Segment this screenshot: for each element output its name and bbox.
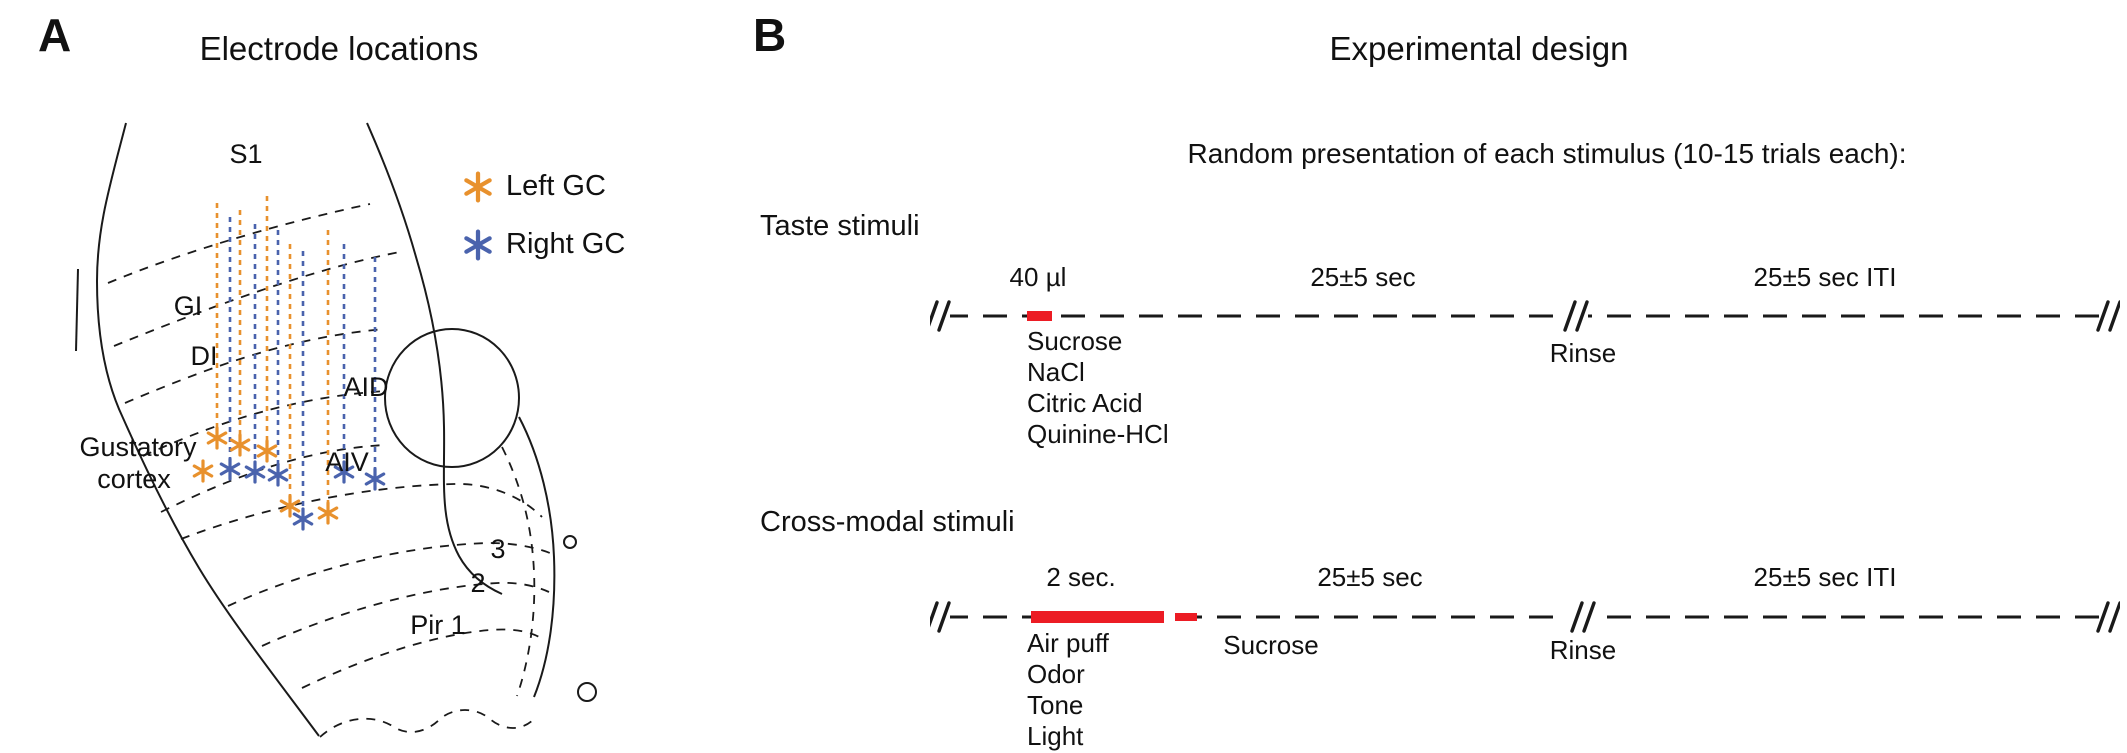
stimulus-item: NaCl xyxy=(1027,357,1085,387)
boundary-rhinal xyxy=(180,483,543,540)
crossmodal-timeline xyxy=(930,601,2120,633)
midline-segment xyxy=(75,268,79,352)
stimulus-item: Air puff xyxy=(1027,628,1109,658)
legend-left-gc: Left GC xyxy=(462,170,606,203)
left-gc-tip-asterisk-icons xyxy=(192,426,339,525)
crossmodal-stimuli-heading: Cross-modal stimuli xyxy=(760,506,1015,538)
crossmodal-duration-label: 2 sec. xyxy=(1046,562,1116,592)
panel-a-label: A xyxy=(38,9,72,61)
boundary-gi xyxy=(113,251,401,347)
crossmodal-rinse-label: Rinse xyxy=(1549,635,1617,665)
crossmodal-stimulus-bar xyxy=(1031,611,1164,623)
taste-iti-label: 25±5 sec ITI xyxy=(1753,262,1897,292)
taste-stimuli-heading: Taste stimuli xyxy=(760,210,920,242)
crossmodal-stimulus-list: Air puff Odor Tone Light xyxy=(1027,628,1109,752)
left-gc-electrode-tracks xyxy=(215,196,330,509)
striatum-outline xyxy=(384,328,520,468)
right-gc-electrode-tracks xyxy=(228,217,377,515)
timeline-break-icon xyxy=(930,300,951,332)
panel-b-title: Experimental design xyxy=(1329,30,1629,67)
brain-atlas-drawing: S1 GI DI AID AIV Gustatory cortex 3 2 Pi… xyxy=(75,122,597,738)
panel-b-subtitle: Random presentation of each stimulus (10… xyxy=(1187,138,1907,169)
stimulus-item: Sucrose xyxy=(1027,326,1123,356)
timeline-break-icon xyxy=(1570,601,1596,633)
crossmodal-sucrose-label: Sucrose xyxy=(1223,630,1319,660)
panel-a-title: Electrode locations xyxy=(199,30,479,67)
region-label-gi: GI xyxy=(174,291,203,321)
panel-b-label: B xyxy=(753,9,787,61)
region-label-aid: AID xyxy=(343,372,388,402)
stimulus-item: Quinine-HCl xyxy=(1027,419,1169,449)
small-circle-lower xyxy=(577,682,597,702)
legend-right-gc-label: Right GC xyxy=(506,228,626,260)
stimulus-item: Citric Acid xyxy=(1027,388,1143,418)
crossmodal-interval-label: 25±5 sec xyxy=(1317,562,1423,592)
legend-right-gc: Right GC xyxy=(462,228,625,261)
brain-right-contour xyxy=(366,122,503,595)
timeline-break-icon xyxy=(2096,601,2120,633)
stimulus-item: Light xyxy=(1027,721,1084,751)
boundary-pir3 xyxy=(227,542,558,607)
boundary-aid xyxy=(142,390,386,457)
region-label-di: DI xyxy=(191,341,218,371)
region-label-layer2: 2 xyxy=(470,568,485,598)
region-label-s1: S1 xyxy=(229,139,262,169)
boundary-pir2 xyxy=(261,581,550,647)
timeline-break-icon xyxy=(2096,300,2120,332)
region-label-layer3: 3 xyxy=(490,534,505,564)
boundary-di xyxy=(124,328,386,404)
stimulus-item: Tone xyxy=(1027,690,1084,720)
boundary-bottom-squiggle xyxy=(319,709,535,738)
crossmodal-iti-label: 25±5 sec ITI xyxy=(1753,562,1897,592)
region-label-pir1: Pir 1 xyxy=(410,610,466,640)
taste-rinse-label: Rinse xyxy=(1549,338,1617,368)
brain-outer-lower-contour xyxy=(518,416,556,698)
timeline-break-icon xyxy=(930,601,951,633)
region-label-gustatory-line1: Gustatory xyxy=(79,432,197,462)
taste-stimulus-list: Sucrose NaCl Citric Acid Quinine-HCl xyxy=(1027,326,1169,450)
brain-left-contour xyxy=(95,122,320,737)
crossmodal-sucrose-mark xyxy=(1175,613,1197,621)
timeline-break-icon xyxy=(1563,300,1589,332)
taste-volume-label: 40 µl xyxy=(1009,262,1067,292)
region-label-gustatory-line2: cortex xyxy=(97,464,171,494)
region-label-aiv: AIV xyxy=(325,447,369,477)
small-circle-upper xyxy=(563,535,577,549)
legend-left-gc-label: Left GC xyxy=(506,170,606,202)
boundary-s1 xyxy=(107,203,371,284)
boundary-aiv xyxy=(160,444,386,513)
stimulus-item: Odor xyxy=(1027,659,1085,689)
taste-interval-label: 25±5 sec xyxy=(1310,262,1416,292)
boundary-inner-right xyxy=(501,446,536,697)
taste-timeline xyxy=(930,300,2120,332)
taste-delivery-mark xyxy=(1027,311,1052,321)
